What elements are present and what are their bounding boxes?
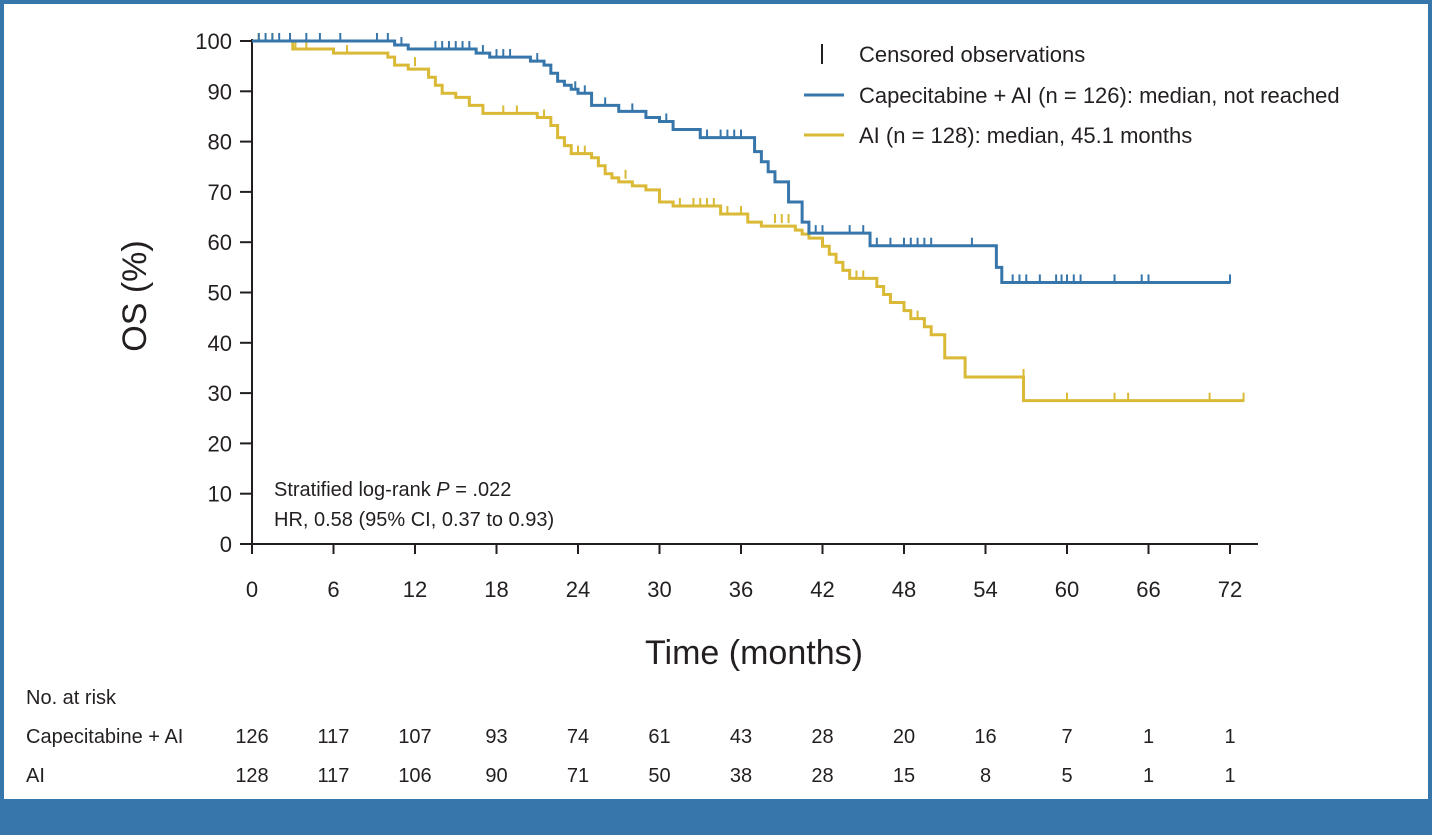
y-tick-label: 80 [208,130,232,155]
risk-count-ai: 5 [1061,765,1072,787]
risk-count-capecitabine: 20 [893,726,915,748]
y-tick-label: 40 [208,331,232,356]
legend-censor-label: Censored observations [859,42,1085,67]
annotation-logrank-p: P [436,479,450,501]
risk-count-ai: 90 [485,765,507,787]
risk-count-ai: 1 [1224,765,1235,787]
curves-layer [252,33,1245,403]
risk-count-capecitabine: 61 [648,726,670,748]
risk-count-capecitabine: 117 [318,726,350,748]
text-layer: OS (%) Time (months) Censored observatio… [26,42,1340,787]
x-tick-label: 42 [810,577,834,602]
y-tick-label: 50 [208,281,232,306]
y-tick-label: 10 [208,482,232,507]
risk-count-capecitabine: 1 [1224,726,1235,748]
risk-count-capecitabine: 93 [485,726,507,748]
x-tick-label: 72 [1218,577,1242,602]
risk-count-capecitabine: 16 [974,726,996,748]
risk-count-ai: 117 [318,765,350,787]
risk-count-capecitabine: 43 [730,726,752,748]
risk-count-ai: 8 [980,765,991,787]
x-tick-label: 6 [327,577,339,602]
y-tick-label: 90 [208,79,232,104]
y-tick-label: 30 [208,381,232,406]
risk-count-capecitabine: 74 [567,726,589,748]
risk-row-label-ai: AI [26,765,45,787]
risk-count-ai: 1 [1143,765,1154,787]
risk-count-ai: 106 [398,765,431,787]
y-tick-label: 70 [208,180,232,205]
annotation-hr: HR, 0.58 (95% CI, 0.37 to 0.93) [274,509,554,531]
x-tick-label: 36 [729,577,753,602]
annotation-logrank-prefix: Stratified log-rank [274,479,436,501]
x-tick-label: 12 [403,577,427,602]
y-axis-title: OS (%) [116,240,154,351]
risk-count-capecitabine: 28 [811,726,833,748]
risk-numbers-layer: 1261281171171071069390747161504338282820… [235,726,1235,787]
x-tick-label: 66 [1136,577,1160,602]
y-tick-label: 100 [195,29,232,54]
risk-table-title: No. at risk [26,687,117,709]
risk-count-ai: 71 [567,765,589,787]
risk-count-ai: 38 [730,765,752,787]
x-axis-title: Time (months) [645,634,863,672]
risk-count-capecitabine: 126 [235,726,268,748]
annotation-logrank-suffix: = .022 [450,479,512,501]
x-tick-label: 60 [1055,577,1079,602]
risk-count-ai: 28 [811,765,833,787]
risk-count-capecitabine: 7 [1061,726,1072,748]
risk-count-ai: 15 [893,765,915,787]
bottom-color-bar [0,799,1432,835]
km-curve-capecitabine [252,39,1230,284]
risk-count-capecitabine: 107 [398,726,431,748]
y-tick-label: 20 [208,431,232,456]
risk-count-ai: 50 [648,765,670,787]
legend: Censored observations Capecitabine + AI … [804,42,1340,148]
risk-count-capecitabine: 1 [1143,726,1154,748]
x-tick-label: 54 [973,577,997,602]
x-tick-label: 24 [566,577,590,602]
x-tick-label: 48 [892,577,916,602]
y-tick-label: 60 [208,230,232,255]
risk-row-label-capecitabine: Capecitabine + AI [26,726,183,748]
risk-count-ai: 128 [235,765,268,787]
annotation-logrank: Stratified log-rank P = .022 [274,479,511,501]
axes-layer: 0 10 20 30 40 50 60 70 80 90 100 0 6 12 18 24 30 36 42 48 54… [195,29,1258,602]
x-tick-label: 0 [246,577,258,602]
x-tick-label: 18 [484,577,508,602]
legend-label-ai: AI (n = 128): median, 45.1 months [859,123,1192,148]
legend-label-capecitabine: Capecitabine + AI (n = 126): median, not… [859,83,1340,108]
x-tick-label: 30 [647,577,671,602]
km-curve-ai [252,39,1244,403]
y-tick-label: 0 [220,532,232,557]
